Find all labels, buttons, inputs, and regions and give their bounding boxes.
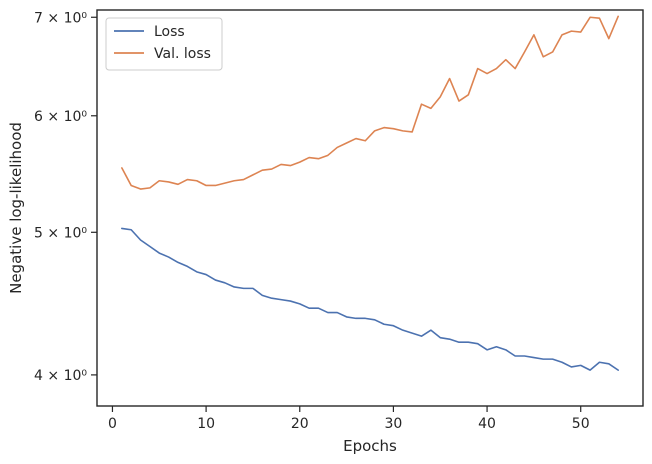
x-tick-label: 30 — [384, 416, 402, 432]
plot-area — [121, 15, 619, 371]
y-tick-label: 5 × 10⁰ — [34, 225, 87, 241]
y-tick-label: 4 × 10⁰ — [34, 368, 87, 384]
y-axis-title: Negative log-likelihood — [7, 122, 25, 294]
series-line-loss — [121, 227, 619, 371]
plot-frame — [96, 9, 644, 407]
legend-label-loss: Loss — [154, 24, 185, 40]
y-tick-label: 6 × 10⁰ — [34, 109, 87, 125]
x-tick-label: 40 — [478, 416, 496, 432]
y-tick-label: 7 × 10⁰ — [34, 10, 87, 26]
axes: 0 10 20 30 40 50 4 × 10⁰ 5 × 10⁰ 6 × 10⁰ 7 × 10⁰ — [34, 9, 644, 432]
x-tick-label: 0 — [108, 416, 117, 432]
series-line-val-loss — [121, 15, 619, 190]
legend-label-val-loss: Val. loss — [154, 46, 211, 62]
x-tick-label: 50 — [572, 416, 590, 432]
x-tick-label: 10 — [197, 416, 215, 432]
legend: Loss Val. loss — [105, 17, 223, 71]
x-tick-label: 20 — [291, 416, 309, 432]
x-axis-title: Epochs — [343, 437, 397, 455]
